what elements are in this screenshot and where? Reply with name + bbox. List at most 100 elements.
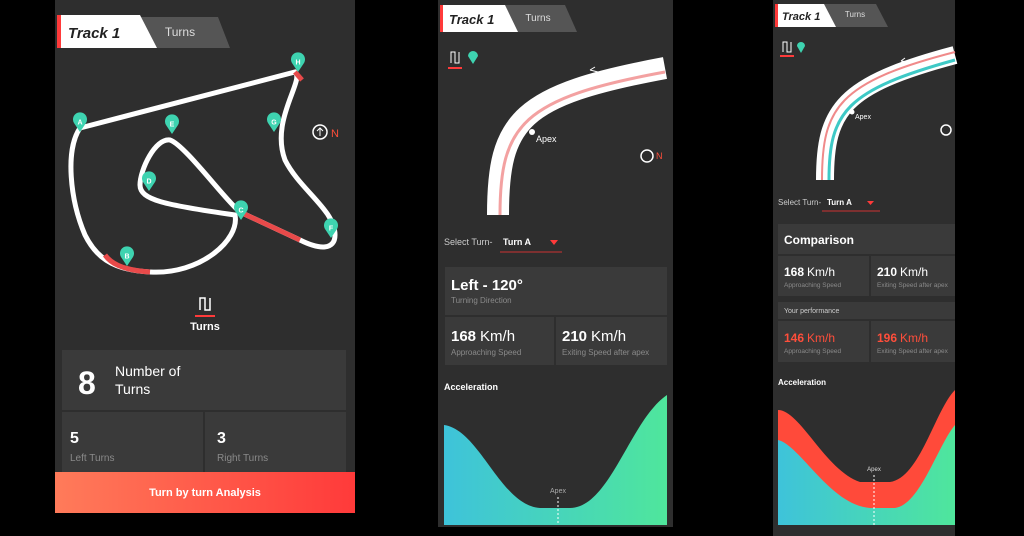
- map-pin[interactable]: [142, 171, 157, 191]
- pin-label[interactable]: H: [295, 60, 300, 67]
- tab[interactable]: [130, 17, 230, 48]
- section-label[interactable]: Turns: [190, 321, 220, 333]
- turn-count: 8: [78, 365, 96, 401]
- tab[interactable]: [505, 5, 577, 32]
- speed-unit: Km/h: [900, 331, 928, 345]
- speed-label: Exiting Speed after apex: [877, 348, 949, 355]
- tab[interactable]: [822, 4, 888, 27]
- map-pin[interactable]: [165, 114, 179, 134]
- left-count: 5: [70, 430, 79, 447]
- map-pin[interactable]: [324, 218, 339, 238]
- panel-title: Your performance: [784, 308, 839, 315]
- direction-label: Turning Direction: [451, 296, 512, 305]
- acceleration-area: [778, 425, 955, 525]
- right-label: Right Turns: [217, 453, 268, 464]
- select-value[interactable]: Turn A: [503, 237, 531, 247]
- count-label: Turns: [115, 381, 150, 397]
- speed-value: 210: [562, 328, 587, 345]
- compass-arrow: [316, 127, 324, 136]
- speed-value: 146: [784, 331, 804, 345]
- select-label: Select Turn-: [444, 237, 493, 247]
- speed: 210 Km/h: [562, 328, 626, 345]
- map-pin[interactable]: [267, 112, 282, 132]
- speed-label: Exiting Speed after apex: [877, 282, 949, 289]
- performance-panel: [778, 302, 955, 362]
- pin-label[interactable]: G: [271, 120, 277, 127]
- screen-1: Track 1 Turns A B C D E F G H N Turns 8 Number …: [55, 0, 355, 513]
- turns-icon[interactable]: [450, 51, 460, 64]
- analysis-button[interactable]: [55, 472, 355, 513]
- direction: Left - 120°: [451, 277, 523, 294]
- tab-label: Turns: [165, 25, 195, 39]
- speed: 196 Km/h: [877, 331, 928, 345]
- count-label: Number of: [115, 363, 180, 379]
- compass-label: N: [331, 128, 339, 140]
- speed-label: Approaching Speed: [784, 282, 841, 289]
- racing-line: [498, 70, 666, 216]
- select-value[interactable]: Turn A: [827, 198, 852, 207]
- map-pin[interactable]: [120, 246, 134, 266]
- tab-accent: [57, 15, 61, 48]
- right-count: 3: [217, 430, 226, 447]
- apex-marker: [849, 109, 855, 115]
- apex-label: Apex: [867, 467, 881, 473]
- tab-active[interactable]: [775, 4, 836, 27]
- compass-icon: [312, 124, 328, 140]
- chart-title: Acceleration: [444, 382, 498, 392]
- tab-active[interactable]: [57, 15, 157, 48]
- turns-icon[interactable]: [782, 41, 792, 53]
- track-highlight: [102, 70, 304, 275]
- speed-unit: Km/h: [480, 328, 515, 345]
- chart-title: Acceleration: [778, 378, 826, 387]
- left-label: Left Turns: [70, 453, 114, 464]
- pin-icon[interactable]: [797, 42, 805, 53]
- select-label: Select Turn-: [778, 198, 821, 207]
- track: [68, 69, 338, 275]
- acceleration-area: [444, 395, 667, 525]
- speed-label: Approaching Speed: [451, 348, 521, 357]
- racing-line: [821, 51, 956, 181]
- direction-arrow: [900, 57, 909, 63]
- speed-value: 210: [877, 265, 897, 279]
- compass-icon: [940, 124, 952, 136]
- speed-unit: Km/h: [591, 328, 626, 345]
- turns-icon[interactable]: [199, 297, 211, 311]
- speed: 168 Km/h: [784, 265, 835, 279]
- pin-label[interactable]: D: [146, 179, 151, 186]
- dropdown-arrow[interactable]: [550, 240, 558, 245]
- pin-label[interactable]: C: [238, 208, 243, 215]
- map-pin[interactable]: [234, 200, 249, 220]
- road: [487, 57, 668, 216]
- dropdown-arrow[interactable]: [867, 201, 874, 205]
- speed-value: 168: [451, 328, 476, 345]
- tab-label: Turns: [845, 10, 865, 19]
- map-pin[interactable]: [291, 52, 306, 72]
- pin-label[interactable]: E: [170, 122, 175, 129]
- tab-label: Track 1: [449, 12, 494, 27]
- speed-unit: Km/h: [807, 331, 835, 345]
- pin-label[interactable]: F: [329, 226, 334, 233]
- speed: 210 Km/h: [877, 265, 928, 279]
- tab-label: Track 1: [68, 25, 120, 42]
- pin-label[interactable]: B: [124, 254, 129, 261]
- screen-2: Track 1 Turns Apex N Select Turn- Turn A…: [438, 0, 673, 527]
- compass-icon: [640, 149, 654, 163]
- tab-accent: [440, 5, 443, 32]
- apex-marker: [529, 129, 535, 135]
- speed-label: Approaching Speed: [784, 348, 841, 355]
- button-label[interactable]: Turn by turn Analysis: [149, 487, 261, 499]
- comparison-panel: [778, 224, 955, 296]
- pin-label[interactable]: A: [77, 120, 82, 127]
- tab-active[interactable]: [440, 5, 518, 32]
- panel-title: Comparison: [784, 233, 854, 247]
- speed-label: Exiting Speed after apex: [562, 348, 649, 357]
- tab-accent: [775, 4, 778, 27]
- pin-icon[interactable]: [468, 51, 478, 64]
- map-pin[interactable]: [73, 112, 87, 132]
- your-line: [827, 58, 956, 181]
- tab-label: Turns: [525, 13, 550, 24]
- direction-arrow: [589, 66, 599, 73]
- apex-label: Apex: [550, 488, 566, 495]
- compass-label: N: [656, 151, 663, 161]
- speed-unit: Km/h: [900, 265, 928, 279]
